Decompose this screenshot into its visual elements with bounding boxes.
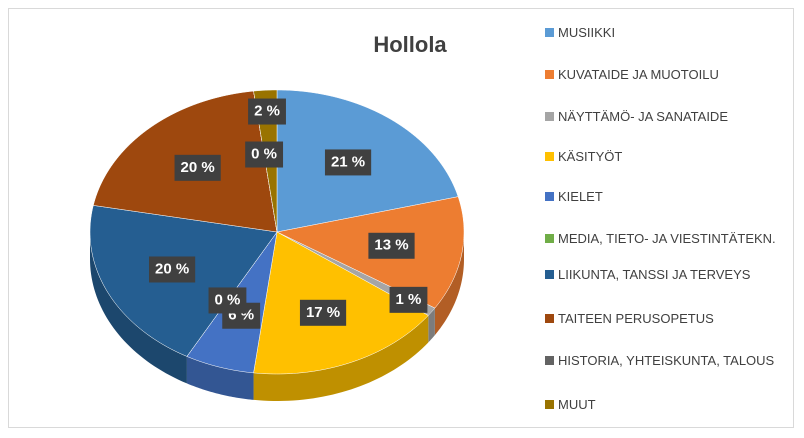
data-label: 0 %	[251, 145, 277, 162]
data-label-box	[208, 287, 247, 314]
data-label-box	[368, 232, 415, 259]
data-label: 2 %	[254, 103, 280, 120]
data-label-box	[174, 154, 221, 181]
legend-label: LIIKUNTA, TANSSI JA TERVEYS	[558, 267, 751, 282]
legend-swatch	[545, 314, 554, 323]
legend-swatch	[545, 356, 554, 365]
legend-label: HISTORIA, YHTEISKUNTA, TALOUS	[558, 353, 775, 368]
legend-label: KIELET	[558, 189, 603, 204]
legend-item: KÄSITYÖT	[545, 146, 785, 168]
data-label-box	[299, 299, 347, 326]
legend-swatch	[545, 70, 554, 79]
slice-side	[90, 232, 187, 384]
data-label-box	[248, 98, 286, 125]
slice-side	[434, 232, 464, 336]
chart-frame	[8, 8, 794, 428]
legend-item: KUVATAIDE JA MUOTOILU	[545, 64, 785, 86]
legend-swatch	[545, 112, 554, 121]
legend-swatch	[545, 28, 554, 37]
data-label: 13 %	[374, 237, 408, 254]
legend-swatch	[545, 192, 554, 201]
slice-side	[253, 315, 429, 401]
data-label: 17 %	[306, 304, 340, 321]
legend-swatch	[545, 270, 554, 279]
legend-swatch	[545, 400, 554, 409]
data-label-box	[324, 149, 372, 176]
legend-label: NÄYTTÄMÖ- JA SANATAIDE	[558, 109, 728, 124]
chart-title: Hollola	[373, 32, 447, 57]
legend-swatch	[545, 152, 554, 161]
legend-swatch	[545, 234, 554, 243]
slice-side	[428, 308, 435, 343]
legend-item: HISTORIA, YHTEISKUNTA, TALOUS	[545, 350, 785, 372]
data-label-box	[245, 141, 284, 168]
legend-item: KIELET	[545, 186, 785, 208]
legend-item: MUSIIKKI	[545, 22, 785, 44]
legend-item: LIIKUNTA, TANSSI JA TERVEYS	[545, 264, 785, 286]
legend-label: MUUT	[558, 397, 596, 412]
legend-label: MEDIA, TIETO- JA VIESTINTÄTEKN.	[558, 231, 776, 246]
data-label: 1 %	[396, 291, 422, 308]
data-label: 0 %	[215, 291, 241, 308]
data-label-box	[389, 286, 428, 313]
legend-label: KUVATAIDE JA MUOTOILU	[558, 67, 719, 82]
slice-side	[186, 356, 254, 400]
legend-label: TAITEEN PERUSOPETUS	[558, 311, 714, 326]
legend-label: MUSIIKKI	[558, 25, 616, 40]
legend-item: MEDIA, TIETO- JA VIESTINTÄTEKN.	[545, 228, 785, 250]
data-label-box	[148, 256, 196, 283]
data-label: 20 %	[155, 260, 189, 277]
legend-item: NÄYTTÄMÖ- JA SANATAIDE	[545, 106, 785, 128]
data-label: 21 %	[331, 153, 365, 170]
legend-item: MUUT	[545, 394, 785, 416]
legend-label: KÄSITYÖT	[558, 149, 623, 164]
data-label: 20 %	[181, 159, 215, 176]
legend-item: TAITEEN PERUSOPETUS	[545, 308, 785, 330]
